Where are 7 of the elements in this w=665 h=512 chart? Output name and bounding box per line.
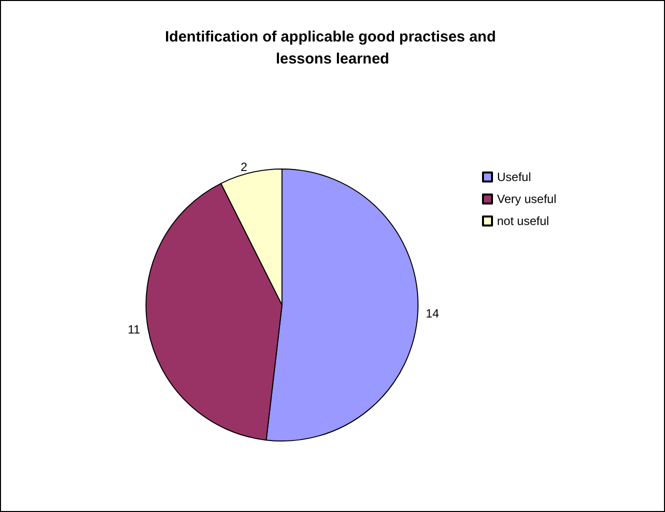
chart-title: Identification of applicable good practises and lessons learned bbox=[164, 28, 500, 68]
legend-label: Useful bbox=[497, 170, 532, 184]
data-label: 2 bbox=[240, 160, 248, 174]
legend-label: Very useful bbox=[497, 192, 556, 206]
data-label: 11 bbox=[128, 322, 140, 337]
data-label: 14 bbox=[426, 306, 440, 320]
legend-label: not useful bbox=[497, 214, 550, 228]
